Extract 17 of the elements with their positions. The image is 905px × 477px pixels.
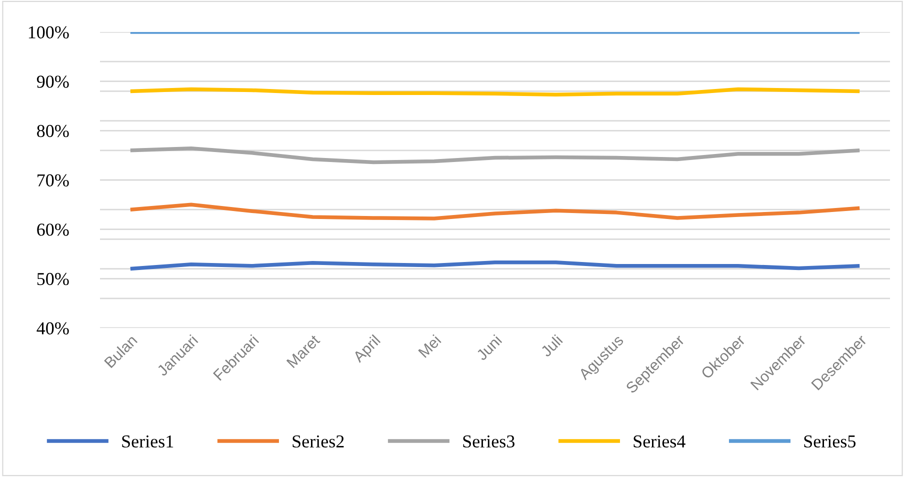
legend-label: Series4 [634, 435, 686, 448]
y-tick-label: 100% [28, 26, 69, 38]
line-series [128, 260, 862, 271]
x-tick-label: Juli [540, 334, 563, 358]
legend-label: Series5 [804, 435, 856, 448]
y-tick-label: 80% [37, 124, 69, 138]
line-series [128, 202, 862, 220]
line-series [128, 146, 862, 164]
legend-label: Series1 [122, 435, 174, 448]
y-tick-label: 50% [37, 272, 69, 286]
legend-label: Series3 [463, 435, 514, 448]
y-tick-label: 60% [37, 224, 69, 236]
y-tick-label: 90% [36, 76, 69, 88]
x-tick-label: Mei [418, 334, 442, 358]
legend-label: Series2 [292, 435, 344, 448]
y-tick-label: 40% [36, 322, 69, 334]
y-tick-label: 70% [38, 174, 69, 186]
